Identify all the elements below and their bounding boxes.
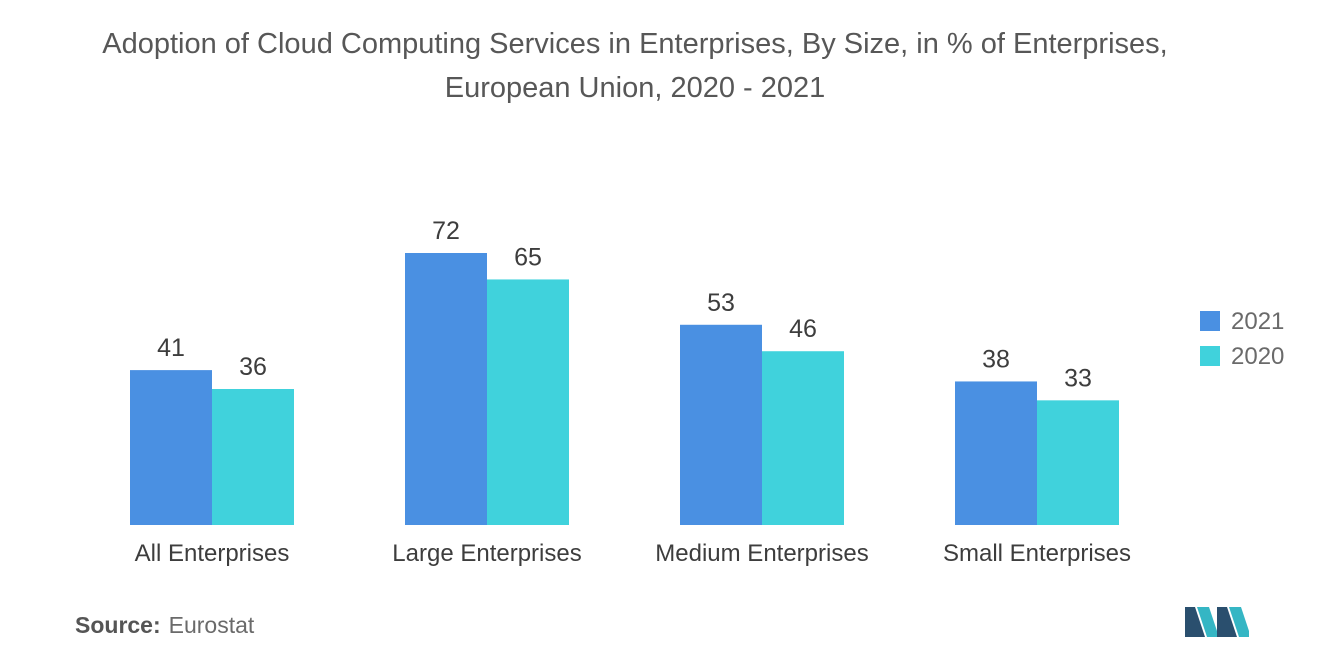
source-note: Source: Eurostat bbox=[75, 612, 254, 639]
bar-2021-large-enterprises bbox=[405, 253, 487, 525]
bar-2020-large-enterprises bbox=[487, 279, 569, 525]
data-label: 38 bbox=[982, 345, 1010, 373]
legend-swatch bbox=[1200, 311, 1220, 331]
bar-2021-medium-enterprises bbox=[680, 324, 762, 525]
bar-2021-all-enterprises bbox=[130, 370, 212, 525]
bar-chart: 41 36 72 65 53 46 38 33 All Enterprises Large En… bbox=[130, 217, 1284, 567]
bar-2020-all-enterprises bbox=[212, 389, 294, 525]
bars-layer bbox=[130, 253, 1119, 525]
data-label: 72 bbox=[432, 217, 460, 245]
category-label: Small Enterprises bbox=[943, 540, 1131, 567]
value-labels-layer: 41 36 72 65 53 46 38 33 bbox=[157, 217, 1092, 392]
data-label: 53 bbox=[707, 289, 735, 317]
chart-title: Adoption of Cloud Computing Services in … bbox=[102, 28, 1168, 104]
data-label: 41 bbox=[157, 334, 185, 362]
source-label: Source: bbox=[75, 612, 161, 638]
data-label: 46 bbox=[789, 315, 817, 343]
category-label: All Enterprises bbox=[135, 540, 290, 567]
category-label: Large Enterprises bbox=[392, 540, 581, 567]
legend-label: 2021 bbox=[1231, 308, 1284, 335]
bar-2020-small-enterprises bbox=[1037, 400, 1119, 525]
company-logo-icon bbox=[1185, 607, 1249, 637]
category-label: Medium Enterprises bbox=[655, 540, 868, 567]
legend: 2021 2020 bbox=[1200, 308, 1284, 370]
bar-2021-small-enterprises bbox=[955, 381, 1037, 525]
source-value: Eurostat bbox=[168, 612, 255, 638]
legend-label: 2020 bbox=[1231, 343, 1284, 370]
data-label: 36 bbox=[239, 353, 267, 381]
bar-2020-medium-enterprises bbox=[762, 351, 844, 525]
data-label: 65 bbox=[514, 243, 542, 271]
category-labels-layer: All Enterprises Large Enterprises Medium E… bbox=[135, 540, 1131, 567]
legend-swatch bbox=[1200, 346, 1220, 366]
data-label: 33 bbox=[1064, 364, 1092, 392]
